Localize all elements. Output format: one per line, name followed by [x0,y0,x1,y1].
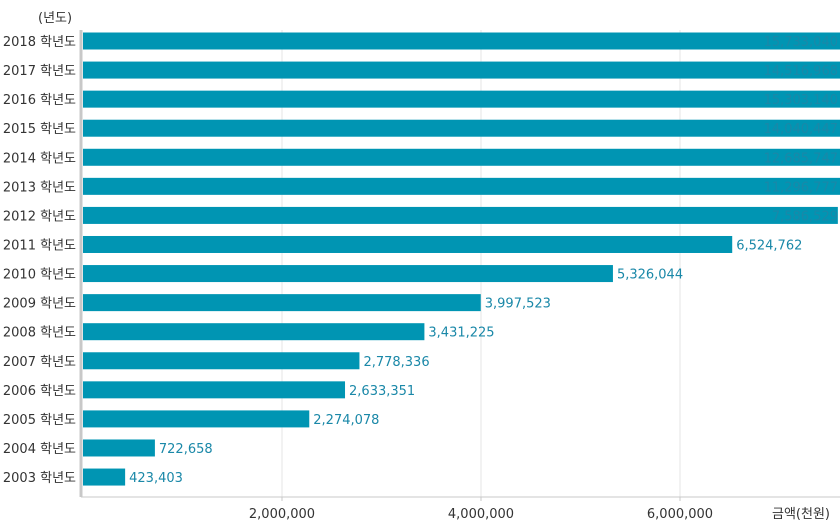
bar [83,235,733,253]
category-label: 2015 학년도 [3,122,76,137]
category-label: 2006 학년도 [3,384,76,399]
value-label: 15,733,040 [764,35,838,50]
category-label: 2010 학년도 [3,268,76,283]
bar [83,177,840,195]
value-label: 14,040,447 [764,122,838,137]
bar [83,90,840,108]
value-label: 2,633,351 [349,384,415,399]
value-label: 6,524,762 [736,238,802,253]
category-label: 2007 학년도 [3,355,76,370]
bar [83,61,840,79]
value-label: 15,303,140 [764,93,838,108]
bar [83,381,346,399]
bar [83,119,840,137]
category-label: 2005 학년도 [3,413,76,428]
value-label: 423,403 [129,471,183,486]
bar [83,294,481,312]
x-tick-label: 6,000,000 [647,507,713,521]
bar [83,265,613,283]
bar [83,410,310,428]
bar [83,323,425,341]
x-axis-title: 금액(천원) [772,507,830,521]
category-label: 2013 학년도 [3,180,76,195]
category-label: 2009 학년도 [3,297,76,312]
category-label: 2014 학년도 [3,151,76,166]
value-label: 2,778,336 [363,355,429,370]
value-label: 5,326,044 [617,268,683,283]
category-labels: 2018 학년도 2017 학년도 2016 학년도 2015 학년도 2014 학년도… [3,35,76,486]
value-label: 3,431,225 [428,326,494,341]
value-label: 3,997,523 [485,297,551,312]
category-label: 2018 학년도 [3,35,76,50]
bars [83,32,840,486]
value-label: 12,685,747 [764,151,838,166]
bar [83,439,155,457]
value-label: 2,274,078 [313,413,379,428]
value-label: 7,586,529 [772,209,838,224]
category-label: 2011 학년도 [3,238,76,253]
value-label: 11,296,777 [764,180,838,195]
category-label: 2008 학년도 [3,326,76,341]
x-tick-label: 2,000,000 [249,507,315,521]
value-label: 14,516,968 [764,64,838,79]
bar [83,32,840,50]
category-label: 2016 학년도 [3,93,76,108]
value-label: 722,658 [159,442,213,457]
x-tick-label: 4,000,000 [448,507,514,521]
value-labels: 15,733,040 14,516,968 15,303,140 14,040,447… [129,35,838,486]
bar [83,206,838,224]
x-tick-labels: 2,000,0004,000,0006,000,0008,000,00010,0… [249,507,713,521]
bar [83,468,126,486]
category-label: 2012 학년도 [3,209,76,224]
bar [83,148,840,166]
category-label: 2003 학년도 [3,471,76,486]
category-label: 2004 학년도 [3,442,76,457]
y-axis-title: (년도) [38,11,72,26]
bar [83,352,360,370]
category-label: 2017 학년도 [3,64,76,79]
